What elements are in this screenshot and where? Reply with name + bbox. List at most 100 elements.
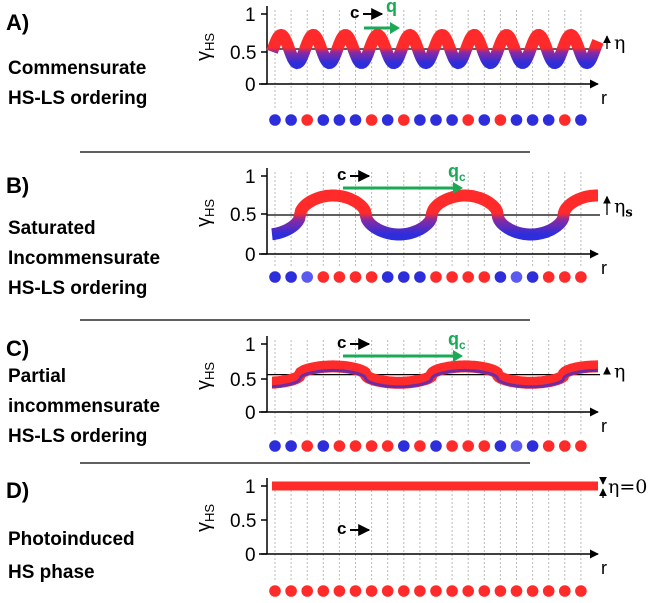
panel-b: B) Saturated Incommensurate HS-LS ordering 1… — [6, 161, 633, 299]
hs-site-dot — [478, 440, 491, 452]
c-label: c — [337, 519, 346, 538]
panel-c: C) Partial incommensurate HS-LS ordering 1 0.… — [6, 329, 625, 452]
ls-site-dot — [381, 271, 394, 283]
ls-site-dot — [446, 114, 458, 126]
r-axis-label: r — [601, 558, 607, 578]
y-tick-label: 0 — [245, 403, 256, 424]
r-axis-label: r — [601, 258, 607, 278]
ls-site-dot — [398, 271, 410, 283]
panel-description-line: HS-LS ordering — [8, 88, 147, 109]
hs-site-dot — [462, 440, 475, 452]
eta-label: η — [614, 32, 625, 54]
ls-site-dot — [333, 114, 346, 126]
panel-tag: A) — [6, 10, 29, 35]
q-symbol: q — [448, 161, 459, 181]
ls-site-dot — [301, 271, 314, 283]
hs-site-dot — [414, 440, 426, 452]
y-axis-symbol: γ — [193, 217, 215, 227]
ls-site-dot — [269, 271, 281, 283]
hs-site-dot — [575, 271, 587, 283]
ls-site-dot — [317, 440, 330, 452]
y-axis-symbol: γ — [193, 51, 215, 61]
hs-site-dot — [478, 585, 491, 597]
q-symbol: q — [448, 329, 459, 349]
ls-site-dot — [381, 114, 394, 126]
hs-site-dot — [269, 585, 281, 597]
gamma-hs-curve — [266, 28, 604, 70]
ls-site-dot — [414, 114, 426, 126]
y-tick-label: 0.5 — [230, 370, 256, 391]
hs-site-dot — [526, 585, 539, 597]
hs-site-dot — [398, 585, 410, 597]
panel-description-line: HS-LS ordering — [8, 426, 147, 447]
hs-site-dot — [365, 271, 378, 283]
panel-description-line: Incommensurate — [8, 248, 160, 269]
hs-site-dot — [381, 585, 394, 597]
ls-site-dot — [285, 440, 297, 452]
y-axis-symbol: γ — [193, 522, 215, 532]
hs-site-dot — [349, 440, 362, 452]
hs-site-dot — [365, 114, 378, 126]
ls-site-dot — [575, 114, 587, 126]
ls-site-dot — [510, 440, 523, 452]
y-tick-label: 0.5 — [230, 205, 256, 226]
y-tick-label: 0.5 — [230, 43, 256, 64]
hs-site-dot — [494, 114, 507, 126]
hs-site-dot — [301, 585, 314, 597]
ls-site-dot — [510, 114, 523, 126]
hs-site-dot — [446, 440, 458, 452]
gamma-hs-curve — [272, 360, 598, 389]
ls-site-dot — [285, 114, 297, 126]
q-symbol: q — [386, 0, 397, 16]
ls-site-dot — [494, 440, 507, 452]
y-axis-label: γHS — [193, 362, 217, 390]
r-axis-label: r — [601, 416, 607, 436]
hs-site-dot — [542, 585, 555, 597]
eta-symbol: η — [614, 361, 625, 383]
ls-site-dot — [542, 114, 555, 126]
panel-description-line: Partial — [8, 366, 66, 387]
ls-site-dot — [414, 271, 426, 283]
eta-symbol: η — [614, 32, 625, 54]
ls-site-dot — [526, 271, 539, 283]
hs-site-dot — [542, 271, 555, 283]
panel-a: A) Commensurate HS-LS ordering 1 0.5 0 r γHS c q η — [6, 0, 625, 126]
y-tick-label: 0 — [245, 75, 256, 96]
panel-d: D) Photoinduced HS phase 1 0.5 0 r γHS c η=0 — [6, 476, 647, 597]
panel-tag: D) — [6, 478, 29, 503]
hs-site-dot — [301, 440, 314, 452]
r-axis-label: r — [601, 88, 607, 108]
q-label: qc — [448, 161, 466, 184]
hs-site-dot — [430, 585, 442, 597]
hs-site-dot — [559, 440, 571, 452]
ls-site-dot — [430, 440, 442, 452]
ls-site-dot — [526, 114, 539, 126]
c-label: c — [337, 333, 346, 352]
hs-site-dot — [446, 271, 458, 283]
hs-site-dot — [301, 114, 314, 126]
panel-description-line: Saturated — [8, 218, 96, 239]
y-axis-symbol: γ — [193, 380, 215, 390]
eta-label: η=0 — [608, 476, 647, 498]
hs-site-dot — [494, 585, 507, 597]
ls-site-dot — [478, 114, 491, 126]
hs-site-dot — [462, 114, 475, 126]
hs-site-dot — [365, 440, 378, 452]
gamma-hs-curve-shade — [272, 368, 598, 389]
ls-site-dot — [494, 271, 507, 283]
ls-site-dot — [510, 271, 523, 283]
panel-description-line: HS-LS ordering — [8, 278, 147, 299]
ls-site-dot — [430, 114, 442, 126]
y-axis-subscript: HS — [202, 199, 217, 217]
hs-site-dot — [414, 585, 426, 597]
y-tick-label: 1 — [245, 5, 256, 26]
hs-site-dot — [333, 440, 346, 452]
q-label: qc — [448, 329, 466, 352]
panel-description-line: Commensurate — [8, 58, 146, 79]
hs-site-dot — [575, 585, 587, 597]
eta-label: ηs — [614, 195, 633, 220]
hs-site-dot — [430, 271, 442, 283]
y-axis-label: γHS — [193, 504, 217, 532]
ls-site-dot — [317, 114, 330, 126]
hs-site-dot — [542, 440, 555, 452]
